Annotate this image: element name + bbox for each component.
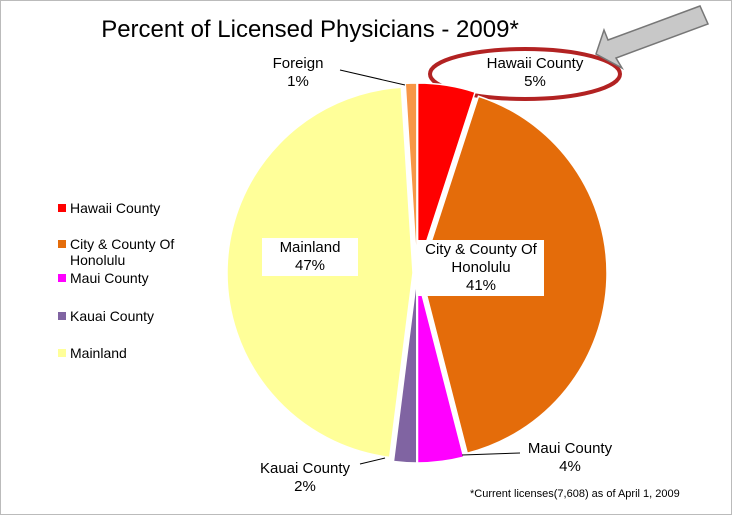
pie-slice	[404, 82, 418, 270]
legend-swatch	[58, 204, 66, 212]
legend-swatch	[58, 274, 66, 282]
slice-label-value: 1%	[287, 73, 309, 90]
slice-label-name: Foreign	[272, 55, 324, 72]
legend-label: Mainland	[70, 345, 127, 361]
slice-label: Foreign 1%	[258, 55, 338, 91]
leader-line	[339, 69, 406, 86]
footnote: *Current licenses(7,608) as of April 1, …	[470, 488, 680, 500]
slice-label: Kauai County 2%	[240, 460, 370, 496]
chart-title: Percent of Licensed Physicians - 2009*	[101, 16, 519, 43]
slice-label: City & County Of Honolulu 41%	[418, 240, 544, 296]
pie-slice	[416, 276, 465, 464]
slice-label-value: 5%	[524, 73, 546, 90]
highlight-ellipse	[428, 47, 622, 101]
legend-label: City & County Of Honolulu	[70, 236, 175, 268]
slice-label-value: 47%	[294, 257, 326, 274]
slice-label-value: 4%	[559, 458, 581, 475]
slice-label-name: City & County Of Honolulu	[425, 241, 537, 276]
legend-swatch	[58, 312, 66, 320]
slice-label-value: 2%	[294, 478, 316, 495]
slice-label-name: Mainland	[279, 239, 341, 256]
slice-label-value: 41%	[465, 277, 497, 294]
pie-slice	[416, 82, 477, 270]
pie-slice	[392, 276, 418, 464]
slice-label: Maui County 4%	[505, 440, 635, 476]
legend-label: Maui County	[70, 270, 149, 286]
legend-swatch	[58, 349, 66, 357]
slice-label-name: Kauai County	[259, 460, 351, 477]
leader-line	[359, 457, 386, 465]
arrow	[595, 5, 710, 70]
slice-label: Hawaii County 5%	[460, 55, 610, 91]
leader-line	[461, 452, 521, 456]
legend-label: Hawaii County	[70, 200, 161, 216]
legend-label: Kauai County	[70, 308, 155, 324]
legend-swatch	[58, 240, 66, 248]
slice-label: Mainland 47%	[262, 238, 358, 276]
slice-label-name: Hawaii County	[486, 55, 584, 72]
slice-label-name: Maui County	[527, 440, 613, 457]
